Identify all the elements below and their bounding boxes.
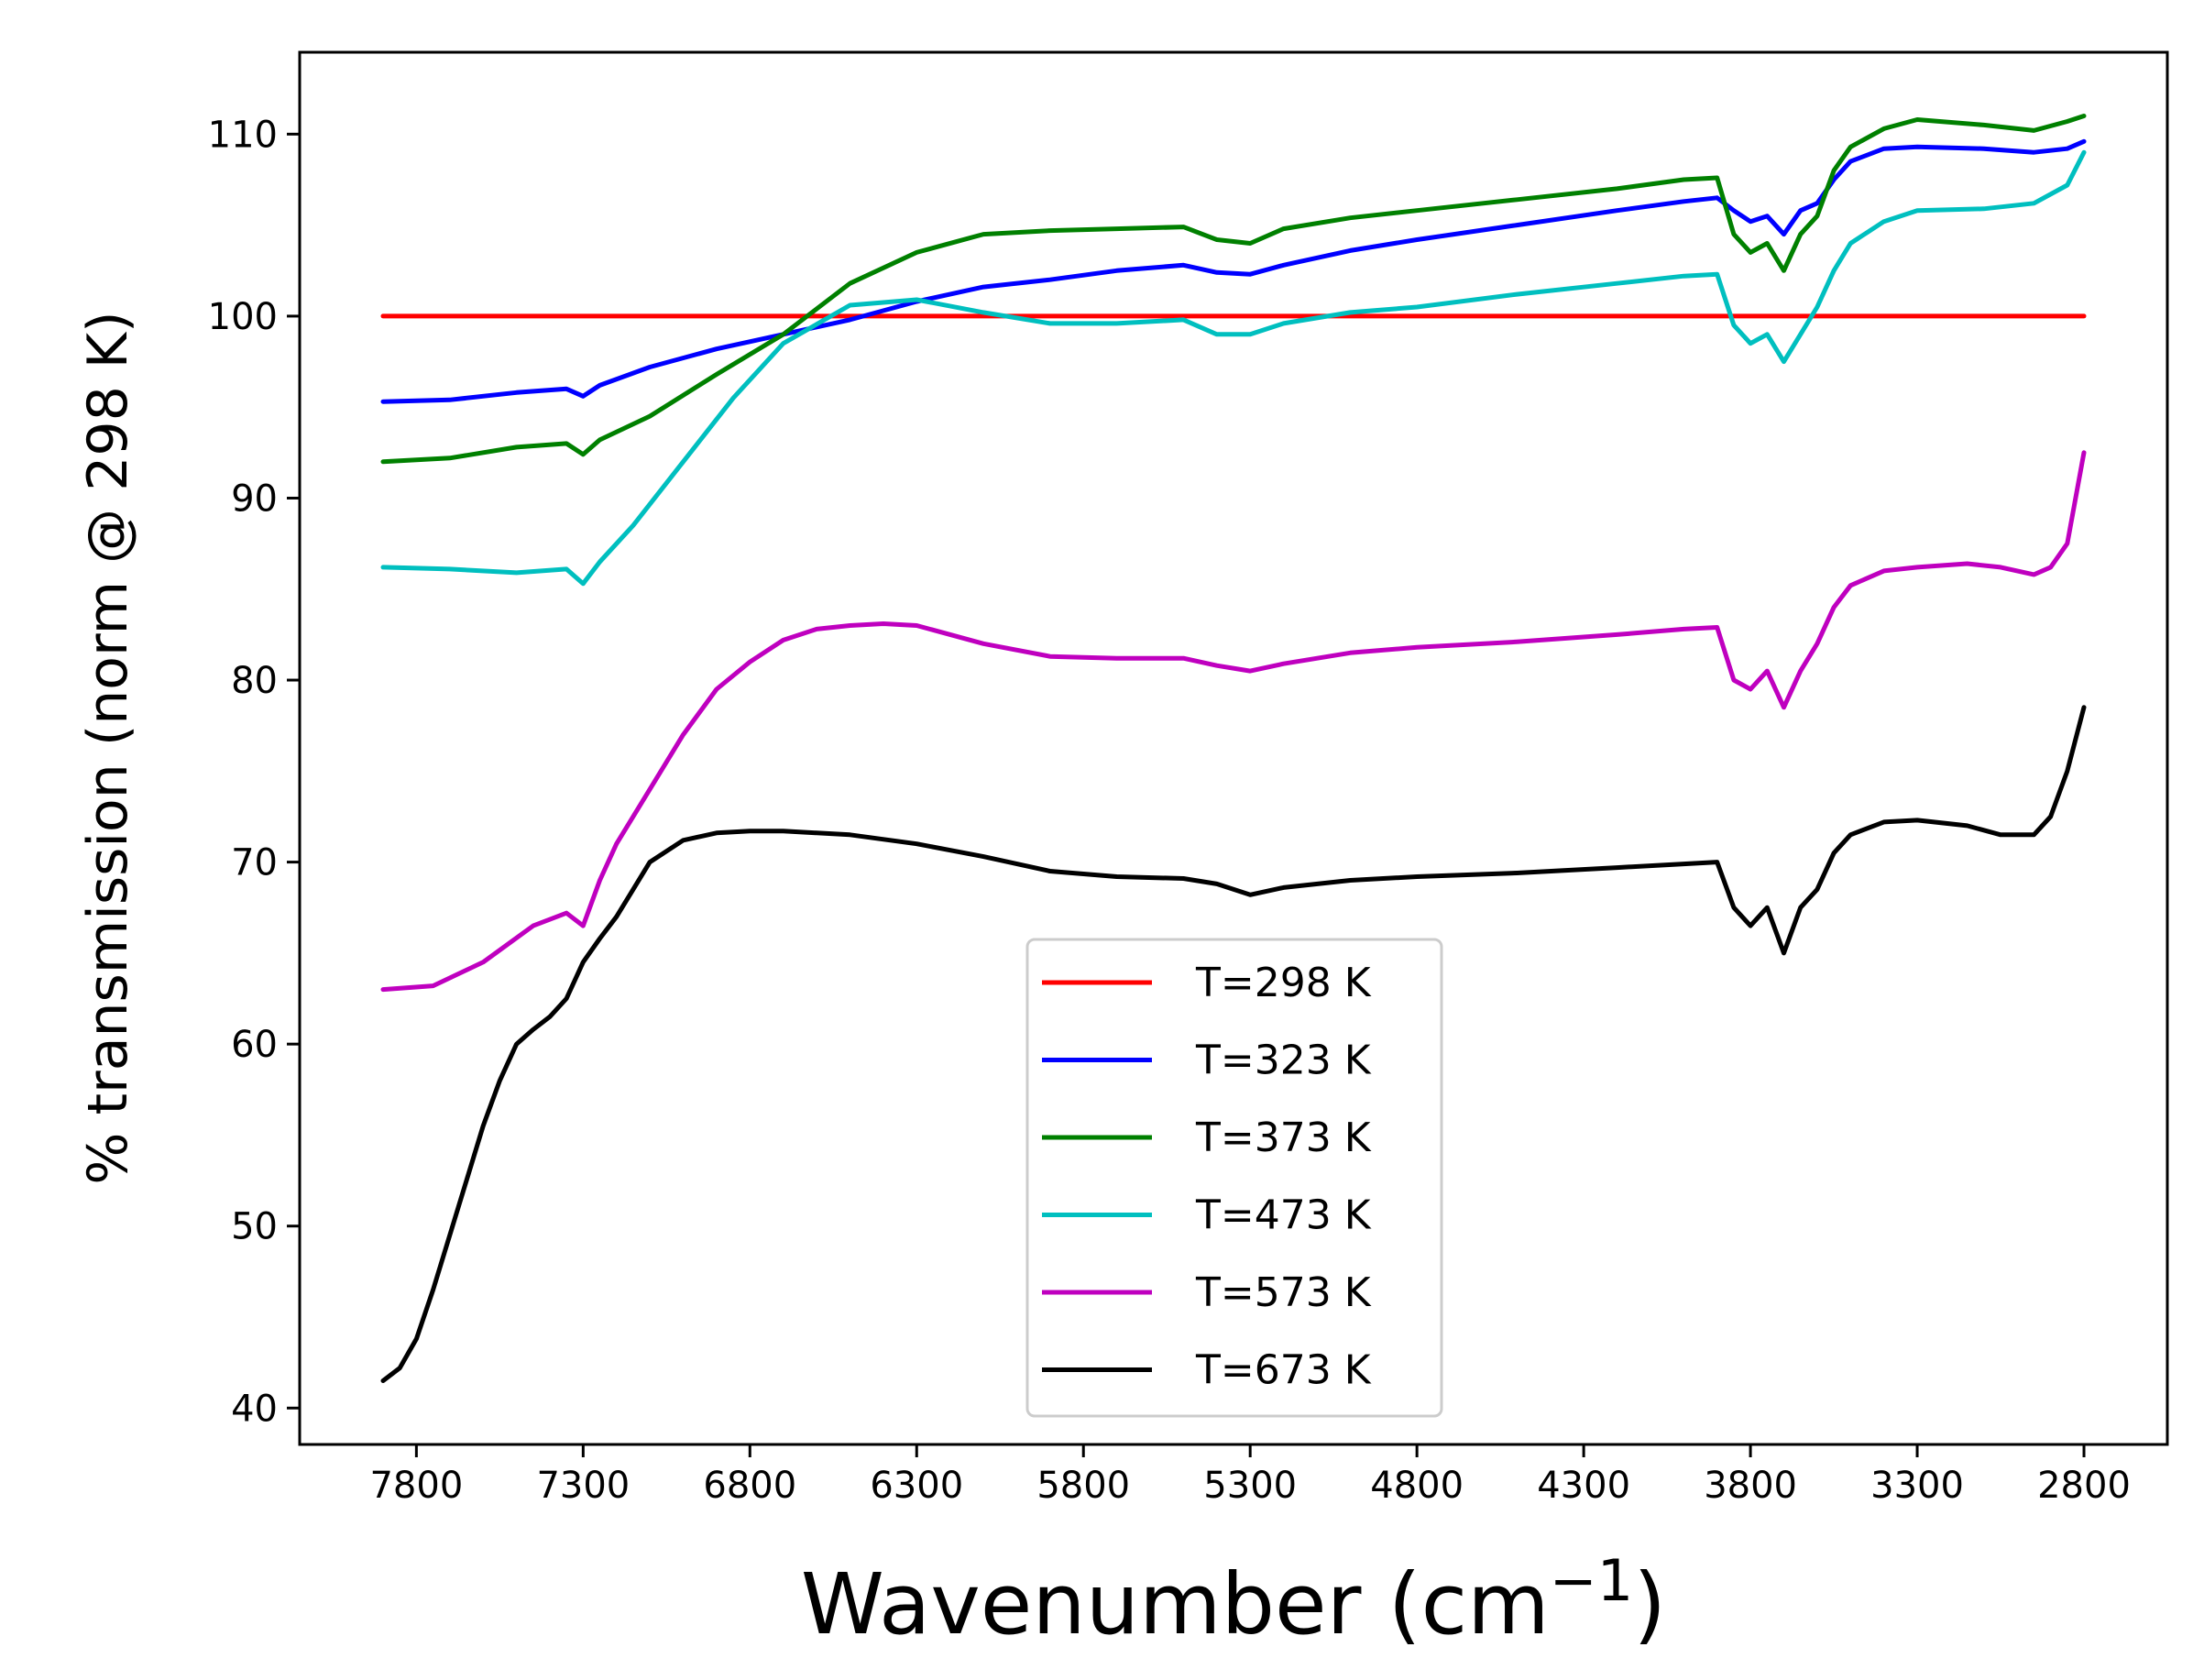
x-tick-label-1: 7800 — [369, 1465, 463, 1507]
x-tick-label-5: 5800 — [1036, 1465, 1130, 1507]
x-tick-label-3: 6800 — [703, 1465, 796, 1507]
series-line-2 — [380, 138, 2087, 404]
series-line-5 — [380, 450, 2087, 993]
y-tick-label-7: 100 — [208, 296, 278, 338]
x-tick-label-9: 3800 — [1704, 1465, 1797, 1507]
x-tick-label-4: 6300 — [870, 1465, 963, 1507]
y-tick-label-4: 70 — [231, 842, 278, 884]
legend-label-3: T=373 K — [1195, 1115, 1372, 1161]
legend-label-5: T=573 K — [1195, 1269, 1372, 1316]
legend-box — [1025, 938, 1443, 1418]
plot-frame — [298, 50, 2169, 1446]
x-tick-label-11: 2800 — [2037, 1465, 2131, 1507]
legend-label-4: T=473 K — [1195, 1192, 1372, 1239]
y-axis-title: % transmission (norm @ 298 K) — [76, 311, 140, 1184]
x-axis-title-sup: −1 — [1550, 1547, 1633, 1614]
y-tick-label-8: 110 — [208, 114, 278, 156]
series-line-4 — [380, 149, 2087, 587]
y-tick-label-1: 40 — [231, 1388, 278, 1430]
x-tick-label-2: 7300 — [536, 1465, 630, 1507]
y-tick-label-2: 50 — [231, 1206, 278, 1248]
y-axis-ticks: 40 50 60 70 80 90 100 110 — [208, 114, 300, 1430]
x-tick-label-10: 3300 — [1870, 1465, 1964, 1507]
x-axis-title-main: Wavenumber (cm — [801, 1555, 1550, 1653]
y-tick-label-6: 90 — [231, 478, 278, 520]
x-tick-label-7: 4800 — [1370, 1465, 1464, 1507]
series-line-6 — [380, 705, 2087, 1383]
x-axis-title-close: ) — [1633, 1555, 1666, 1653]
series-line-3 — [380, 114, 2087, 465]
legend: T=298 K T=323 K T=373 K T=473 K T=573 K T=673… — [1025, 938, 1443, 1418]
x-axis-ticks: 7800 7300 6800 6300 5800 5300 4800 4300 3800 3300… — [369, 1444, 2131, 1507]
legend-label-2: T=323 K — [1195, 1038, 1372, 1084]
x-axis-title: Wavenumber (cm−1) — [801, 1547, 1666, 1653]
x-tick-label-8: 4300 — [1537, 1465, 1630, 1507]
x-tick-label-6: 5300 — [1203, 1465, 1297, 1507]
legend-label-1: T=298 K — [1195, 960, 1372, 1006]
y-tick-label-3: 60 — [231, 1024, 278, 1066]
y-tick-label-5: 80 — [231, 660, 278, 702]
plot-lines — [380, 114, 2087, 1383]
legend-label-6: T=673 K — [1195, 1347, 1372, 1394]
